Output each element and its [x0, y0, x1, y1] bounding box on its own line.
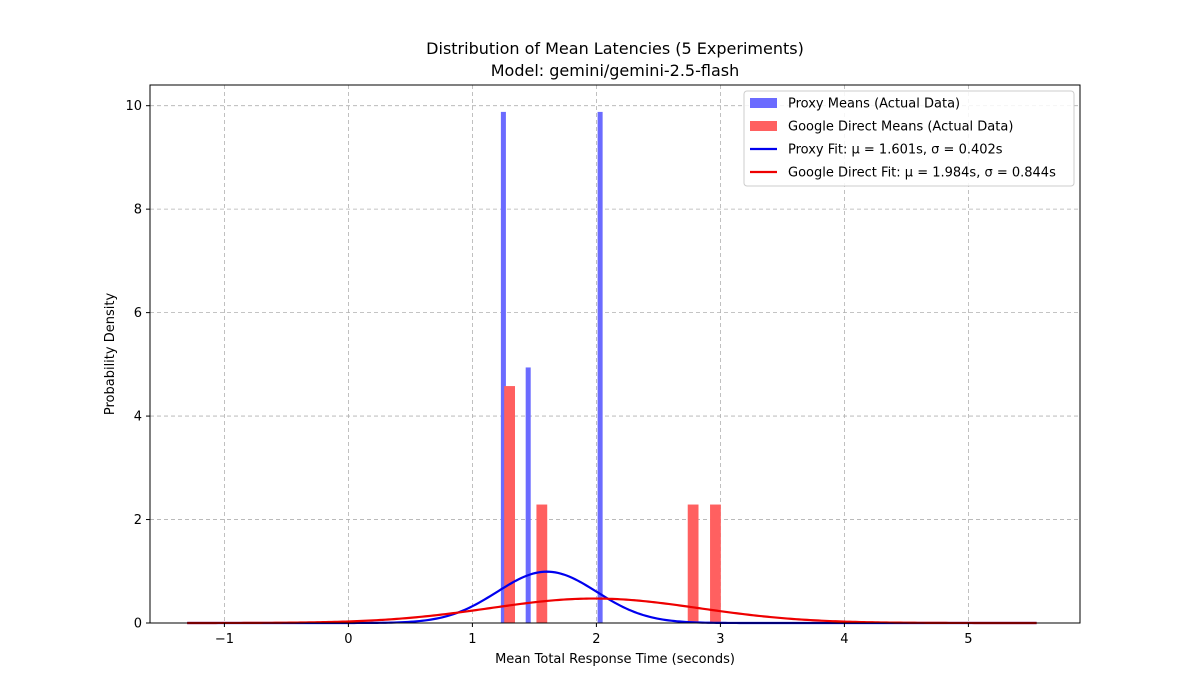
google-histogram-bar [687, 504, 699, 623]
histogram-bars [500, 111, 721, 624]
legend-patch [750, 98, 777, 108]
legend-label: Google Direct Means (Actual Data) [788, 120, 1013, 135]
x-tick-label: 5 [964, 632, 972, 647]
proxy-histogram-bar [597, 111, 603, 624]
y-tick-label: 6 [134, 306, 142, 321]
x-tick-label: 2 [592, 632, 600, 647]
google-histogram-bar [536, 504, 548, 623]
google-histogram-bar [710, 504, 721, 623]
legend-label: Google Direct Fit: μ = 1.984s, σ = 0.844… [788, 166, 1056, 181]
x-tick-label: 1 [468, 632, 476, 647]
legend-label: Proxy Fit: μ = 1.601s, σ = 0.402s [788, 143, 1003, 158]
y-axis-label: Probability Density [103, 293, 118, 416]
x-tick-label: 0 [344, 632, 352, 647]
axis-ticks: −1 0 1 2 3 4 5 0 2 4 6 8 10 [125, 99, 972, 647]
x-tick-label: 4 [840, 632, 848, 647]
chart-subtitle: Model: gemini/gemini-2.5-flash [491, 61, 740, 80]
legend-label: Proxy Means (Actual Data) [788, 97, 960, 112]
proxy-histogram-bar [525, 367, 531, 623]
x-tick-label: 3 [716, 632, 724, 647]
y-tick-label: 10 [125, 99, 142, 114]
google-histogram-bar [504, 386, 515, 623]
x-axis-label: Mean Total Response Time (seconds) [495, 652, 735, 667]
y-tick-label: 2 [134, 513, 142, 528]
legend-patch [750, 121, 777, 131]
legend-item-google-means: Google Direct Means (Actual Data) [750, 120, 1013, 135]
legend-item-google-fit: Google Direct Fit: μ = 1.984s, σ = 0.844… [750, 166, 1056, 181]
legend-item-proxy-means: Proxy Means (Actual Data) [750, 97, 960, 112]
legend-box [743, 90, 1075, 187]
proxy-fit-curve [187, 570, 1037, 625]
chart-title: Distribution of Mean Latencies (5 Experi… [426, 39, 804, 58]
y-tick-label: 4 [134, 410, 142, 425]
plot-frame [149, 84, 1081, 624]
legend: Proxy Means (Actual Data) Google Direct M… [743, 90, 1075, 187]
y-tick-label: 8 [134, 203, 142, 218]
legend-item-proxy-fit: Proxy Fit: μ = 1.601s, σ = 0.402s [750, 143, 1003, 158]
x-tick-label: −1 [215, 632, 234, 647]
proxy-histogram-bar [500, 111, 506, 624]
y-tick-label: 0 [134, 617, 142, 632]
fit-curves [187, 570, 1037, 625]
